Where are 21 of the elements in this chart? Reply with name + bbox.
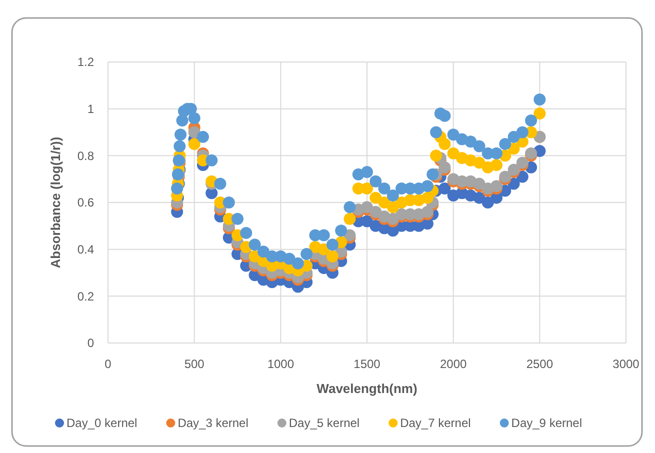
- x-tick-label: 500: [184, 357, 205, 371]
- x-tick-label: 1000: [267, 357, 294, 371]
- y-tick-label: 0.4: [77, 242, 94, 257]
- y-tick-label: 0.2: [77, 289, 94, 304]
- y-tick-label: 1: [87, 102, 94, 116]
- x-axis-title: Wavelength(nm): [316, 381, 418, 396]
- legend-label: Day_7 kernel: [400, 416, 471, 430]
- x-tick-label: 3000: [612, 357, 640, 371]
- y-axis-title: Absorbance (log(1/r)): [48, 136, 63, 268]
- y-tick-label: 1.2: [77, 55, 94, 70]
- x-tick-label: 1500: [354, 357, 381, 371]
- legend-label: Day_5 kernel: [288, 416, 360, 430]
- y-tick-label: 0: [87, 336, 94, 350]
- legend-label: Day_9 kernel: [511, 416, 582, 430]
- legend-label: Day_3 kernel: [178, 416, 248, 430]
- x-tick-label: 0: [104, 357, 112, 371]
- y-tick-label: 0.6: [77, 196, 94, 210]
- y-tick-label: 0.8: [77, 148, 94, 163]
- x-tick-label: 2500: [526, 357, 554, 371]
- x-tick-label: 2000: [440, 357, 468, 371]
- legend-label: Day_0 kernel: [66, 416, 138, 430]
